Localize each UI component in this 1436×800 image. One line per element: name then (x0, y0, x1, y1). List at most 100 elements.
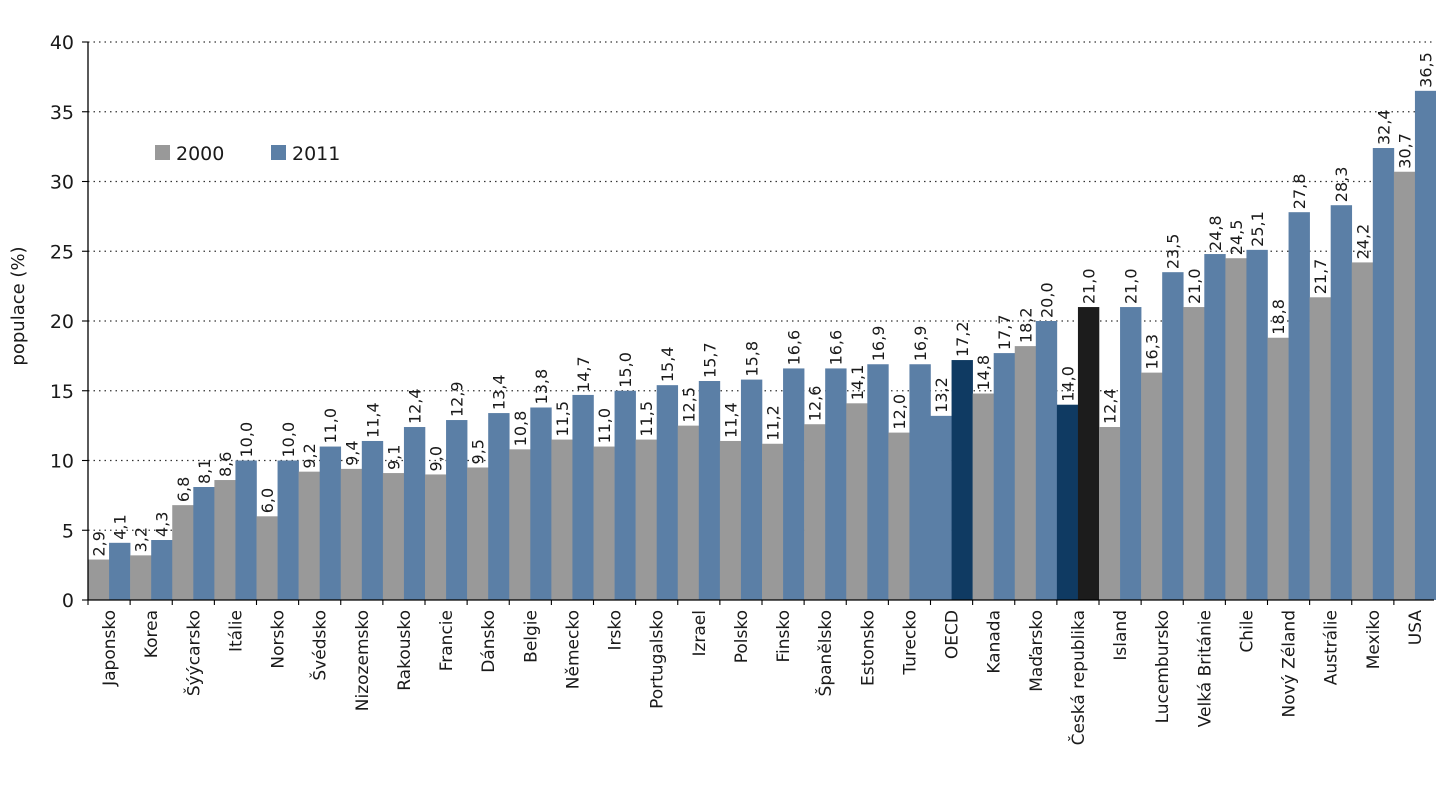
bar-2011-3 (235, 460, 257, 600)
category-label-20: OECD (943, 610, 963, 659)
category-label-6: Nizozemsko (353, 610, 373, 711)
bar-2011-24 (1120, 307, 1142, 600)
category-label-22: Maďarsko (1027, 610, 1047, 692)
value-label-2000-30: 24,2 (1353, 224, 1372, 260)
bar-2000-5 (298, 471, 320, 600)
bar-2011-12 (614, 390, 636, 600)
value-label-2000-5: 9,2 (300, 443, 319, 468)
bar-2011-31 (1414, 90, 1436, 600)
category-label-31: USA (1406, 610, 1426, 646)
value-label-2011-14: 15,7 (700, 342, 719, 378)
value-label-2000-6: 9,4 (342, 440, 361, 465)
value-label-2011-27: 25,1 (1248, 211, 1267, 247)
category-label-15: Polsko (732, 610, 752, 663)
bar-2000-12 (593, 446, 615, 600)
legend-swatch-2011 (271, 145, 286, 160)
bar-2000-20 (930, 415, 952, 600)
value-label-2000-25: 16,3 (1143, 334, 1162, 370)
bar-2000-25 (1141, 372, 1163, 600)
y-tick-label-10: 10 (50, 451, 74, 473)
bar-2011-29 (1330, 205, 1353, 600)
value-label-2011-28: 27,8 (1290, 174, 1309, 210)
category-label-1: Korea (142, 610, 162, 658)
bar-2011-5 (319, 446, 342, 600)
legend-label-2011: 2011 (292, 143, 340, 165)
category-label-11: Německo (563, 610, 583, 689)
y-tick-label-25: 25 (50, 241, 74, 263)
category-label-27: Chile (1237, 610, 1257, 653)
bar-2000-2 (172, 505, 194, 600)
bar-2000-7 (382, 473, 405, 600)
bar-2011-1 (151, 540, 173, 600)
value-label-2011-5: 11,0 (321, 408, 340, 444)
bar-2011-21 (993, 353, 1016, 600)
value-label-2011-0: 4,1 (111, 514, 130, 539)
value-label-2011-22: 20,0 (1037, 282, 1056, 318)
category-label-29: Austrálie (1322, 610, 1342, 685)
bar-2000-15 (719, 440, 742, 600)
value-label-2011-6: 11,4 (363, 402, 382, 438)
bar-2000-18 (846, 403, 868, 600)
value-label-2011-24: 21,0 (1122, 268, 1141, 304)
category-label-23: Česká republika (1067, 610, 1089, 745)
value-label-2000-3: 8,6 (216, 452, 235, 477)
bar-2000-11 (551, 439, 573, 600)
bar-2000-23 (1056, 404, 1079, 600)
bar-2000-14 (677, 425, 700, 601)
bar-2011-28 (1288, 212, 1310, 600)
value-label-2000-28: 18,8 (1269, 299, 1288, 335)
bar-2000-9 (467, 467, 489, 600)
value-label-2011-25: 23,5 (1164, 234, 1183, 270)
value-label-2011-29: 28,3 (1332, 167, 1351, 203)
value-label-2000-0: 2,9 (90, 531, 109, 556)
bar-2000-24 (1099, 427, 1121, 600)
bar-2011-26 (1204, 254, 1226, 601)
bar-2011-27 (1246, 249, 1268, 600)
value-label-2011-2: 8,1 (195, 459, 214, 484)
value-labels: 2,94,1 3,24,36,88,1 8,610,06,010,0 9,211,09… (90, 52, 1436, 556)
value-label-2000-16: 11,2 (764, 405, 783, 441)
category-label-28: Nový Zéland (1280, 610, 1300, 717)
value-label-2000-22: 18,2 (1016, 307, 1035, 343)
bar-2000-6 (340, 468, 363, 600)
value-label-2011-26: 24,8 (1206, 215, 1225, 251)
value-label-2000-4: 6,0 (258, 488, 277, 513)
bar-2000-29 (1309, 297, 1331, 600)
bar-2011-10 (530, 407, 552, 600)
category-label-30: Mexiko (1364, 610, 1384, 669)
category-label-10: Belgie (521, 610, 541, 663)
bar-2000-16 (762, 443, 784, 600)
bar-2000-22 (1014, 346, 1037, 600)
value-label-2011-30: 32,4 (1374, 109, 1393, 145)
y-axis-title: populace (%) (8, 246, 29, 365)
value-label-2000-14: 12,5 (679, 387, 698, 423)
y-tick-label-30: 30 (50, 172, 74, 194)
value-label-2011-20: 17,2 (953, 321, 972, 357)
bar-2000-26 (1183, 307, 1205, 600)
bar-2011-20 (951, 360, 973, 600)
legend-label-2000: 2000 (176, 143, 224, 165)
bar-2011-22 (1035, 321, 1058, 600)
category-label-13: Portugalsko (648, 610, 668, 709)
category-label-9: Dánsko (479, 610, 499, 673)
value-label-2000-20: 13,2 (932, 377, 951, 413)
value-label-2011-13: 15,4 (658, 347, 677, 383)
category-label-8: Francie (437, 610, 457, 671)
bar-2011-13 (656, 385, 679, 600)
value-label-2011-11: 14,7 (574, 356, 593, 392)
bar-2011-11 (572, 394, 594, 600)
bar-2011-4 (277, 460, 299, 600)
value-label-2011-8: 12,9 (448, 381, 467, 417)
value-label-2011-19: 16,9 (911, 326, 930, 362)
y-tick-label-0: 0 (62, 590, 74, 612)
bar-2011-9 (488, 413, 510, 600)
category-label-19: Turecko (900, 610, 920, 676)
bar-2000-4 (256, 516, 278, 600)
bar-2011-19 (909, 364, 931, 600)
legend-swatch-2000 (155, 145, 170, 160)
category-label-18: Estonsko (858, 610, 878, 686)
value-label-2011-23: 21,0 (1079, 268, 1098, 304)
bar-2000-8 (425, 474, 447, 600)
